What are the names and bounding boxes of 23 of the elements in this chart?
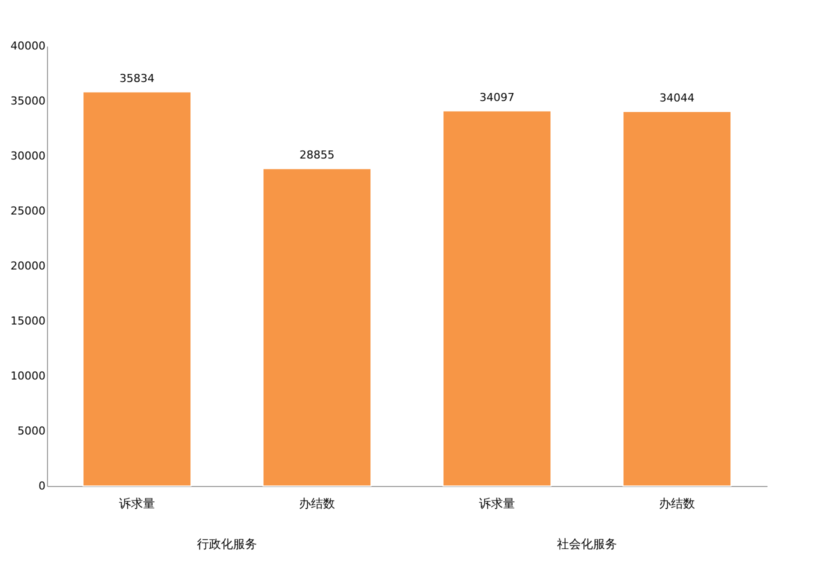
data-label: 28855 <box>300 148 334 162</box>
x-tick-label: 诉求量 <box>119 496 155 510</box>
y-tick-label: 25000 <box>10 204 46 218</box>
x-tick-label: 诉求量 <box>479 496 515 510</box>
y-tick-label: 10000 <box>10 370 46 382</box>
y-tick-label: 30000 <box>10 150 46 162</box>
x-tick-label: 办结数 <box>659 496 695 510</box>
y-tick-label: 15000 <box>10 314 46 328</box>
bar <box>82 91 192 486</box>
data-label: 34044 <box>660 92 694 105</box>
text: 社会化服务 <box>557 537 617 551</box>
bar <box>622 111 732 486</box>
y-tick-label: 40000 <box>10 40 46 52</box>
y-tick-label: 20000 <box>10 260 46 272</box>
text: 行政化服务 <box>197 537 257 551</box>
bar <box>442 110 552 486</box>
bar <box>262 168 372 486</box>
data-label: 34097 <box>480 90 514 104</box>
y-tick-label: 5000 <box>18 424 46 438</box>
data-label: 35834 <box>120 72 154 85</box>
y-tick-label: 35000 <box>10 94 46 108</box>
y-tick-label: 0 <box>38 480 46 492</box>
x-tick-label: 办结数 <box>299 496 335 510</box>
